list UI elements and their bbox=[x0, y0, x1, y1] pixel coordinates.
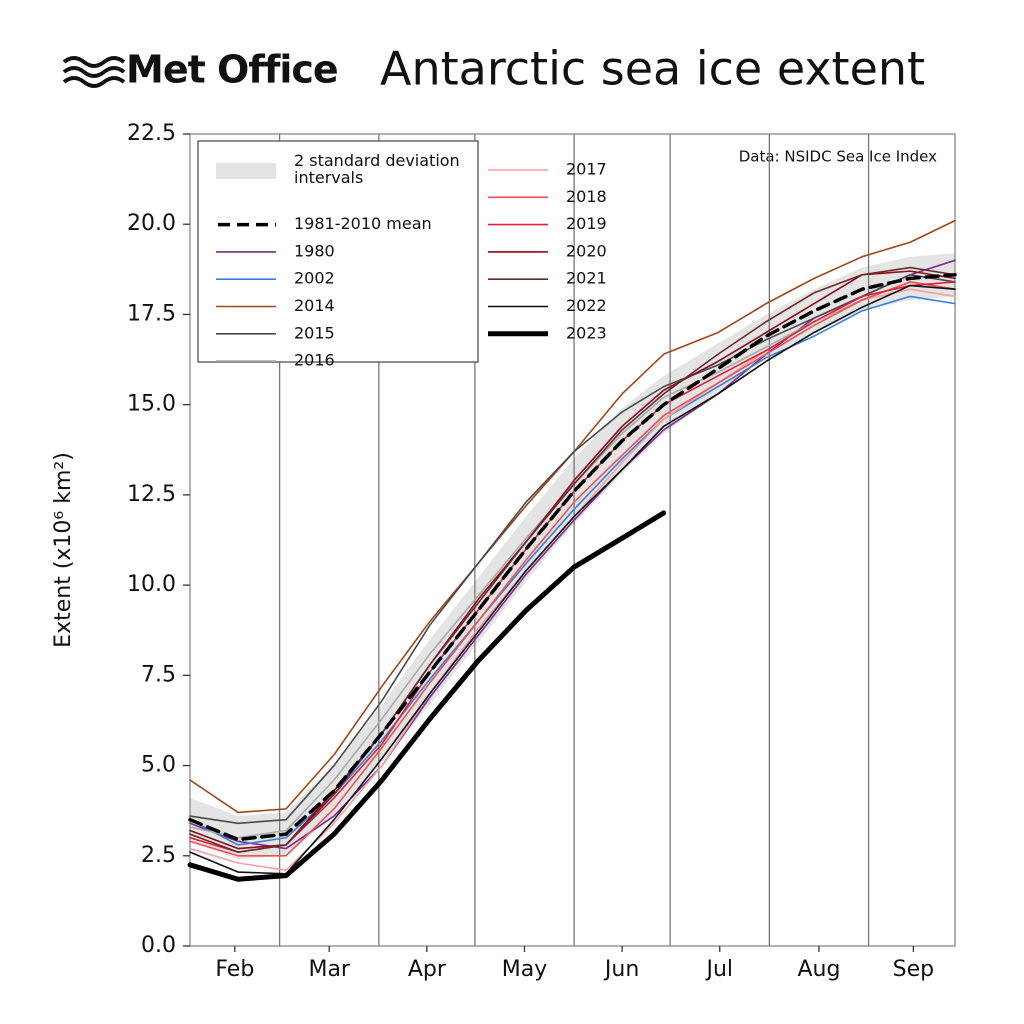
legend-label: 2021 bbox=[566, 269, 607, 288]
y-tick-label: 17.5 bbox=[127, 301, 176, 326]
y-tick-label: 10.0 bbox=[127, 572, 176, 597]
series-line bbox=[189, 281, 956, 857]
series-line bbox=[189, 273, 956, 825]
legend-label: 1981-2010 mean bbox=[294, 214, 432, 233]
y-axis-label: Extent (x10⁶ km²) bbox=[51, 452, 76, 648]
y-tick-label: 22.5 bbox=[127, 121, 176, 146]
x-tick-label: Feb bbox=[215, 957, 254, 982]
legend-label: 1980 bbox=[294, 241, 335, 260]
legend-label: 2014 bbox=[294, 296, 335, 315]
series-line bbox=[187, 510, 667, 882]
legend-label: 2020 bbox=[566, 241, 607, 260]
legend-label: 2023 bbox=[566, 323, 607, 342]
plot-frame bbox=[189, 133, 956, 947]
y-tick-label: 5.0 bbox=[141, 753, 176, 778]
chart-title: Antarctic sea ice extent bbox=[380, 42, 925, 96]
y-tick-label: 7.5 bbox=[141, 662, 176, 687]
x-tick-label: Jul bbox=[704, 957, 733, 982]
series-line bbox=[189, 284, 956, 875]
legend-label: 2019 bbox=[566, 214, 607, 233]
x-tick-label: Mar bbox=[308, 957, 350, 982]
logo-icon bbox=[62, 56, 126, 88]
x-tick-label: Aug bbox=[797, 957, 840, 982]
y-tick-label: 20.0 bbox=[127, 211, 176, 236]
y-tick-label: 15.0 bbox=[127, 392, 176, 417]
series-line bbox=[189, 288, 956, 872]
annotation: Data: NSIDC Sea Ice Index bbox=[739, 148, 937, 166]
legend-label: 2016 bbox=[294, 351, 335, 370]
legend-label: 2018 bbox=[566, 187, 607, 206]
y-tick-label: 12.5 bbox=[127, 482, 176, 507]
series-line bbox=[189, 281, 956, 853]
legend-swatch bbox=[216, 163, 276, 179]
series-line bbox=[188, 272, 957, 842]
sd-band bbox=[190, 253, 955, 860]
legend-label: 2002 bbox=[294, 269, 335, 288]
x-tick-label: Sep bbox=[893, 957, 934, 982]
legend-label: 2017 bbox=[566, 160, 607, 179]
x-tick-label: May bbox=[502, 957, 547, 982]
legend-label: 2 standard deviation intervals bbox=[294, 152, 460, 187]
legend-label: 2015 bbox=[294, 323, 335, 342]
y-tick-label: 2.5 bbox=[141, 843, 176, 868]
logo-text: Met Office bbox=[126, 48, 338, 92]
x-tick-label: Jun bbox=[603, 957, 639, 982]
legend-label-box: 2 standard deviation intervals bbox=[294, 152, 460, 187]
series-line bbox=[189, 270, 956, 850]
x-tick-label: Apr bbox=[408, 957, 447, 982]
y-tick-label: 0.0 bbox=[141, 933, 176, 958]
legend-label: 2022 bbox=[566, 296, 607, 315]
series-line bbox=[189, 266, 956, 853]
